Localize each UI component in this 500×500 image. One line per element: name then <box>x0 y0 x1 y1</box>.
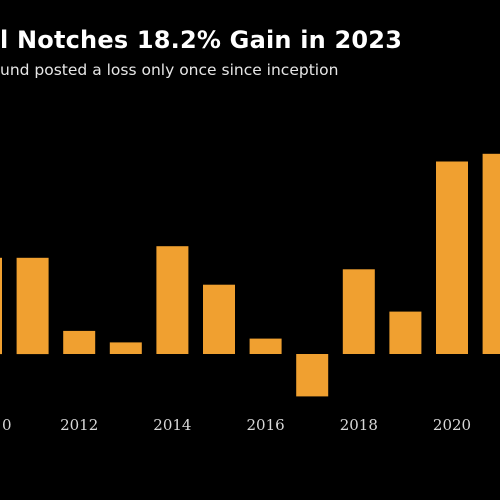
x-tick-label: 2018 <box>340 416 378 434</box>
x-tick-label: 2014 <box>153 416 191 434</box>
x-tick-label: 2016 <box>247 416 285 434</box>
bar-2015 <box>203 284 235 354</box>
bar-2010 <box>0 257 2 355</box>
bar-2011 <box>16 257 49 355</box>
bar-2019 <box>389 311 422 354</box>
bar-2014 <box>156 246 189 354</box>
bar-2013 <box>109 342 142 354</box>
chart-subtitle: und posted a loss only once since incept… <box>0 61 339 79</box>
x-tick-label: 2020 <box>433 416 471 434</box>
bar-2021 <box>482 153 500 354</box>
x-tick-label: 2012 <box>60 416 98 434</box>
bar-2017 <box>296 354 329 397</box>
chart-title: l Notches 18.2% Gain in 2023 <box>0 26 403 54</box>
x-tick-label: 0 <box>2 416 12 434</box>
bar-2012 <box>63 330 96 354</box>
bar-2016 <box>249 338 282 354</box>
bar-2020 <box>436 161 468 354</box>
bar-2018 <box>342 269 375 354</box>
